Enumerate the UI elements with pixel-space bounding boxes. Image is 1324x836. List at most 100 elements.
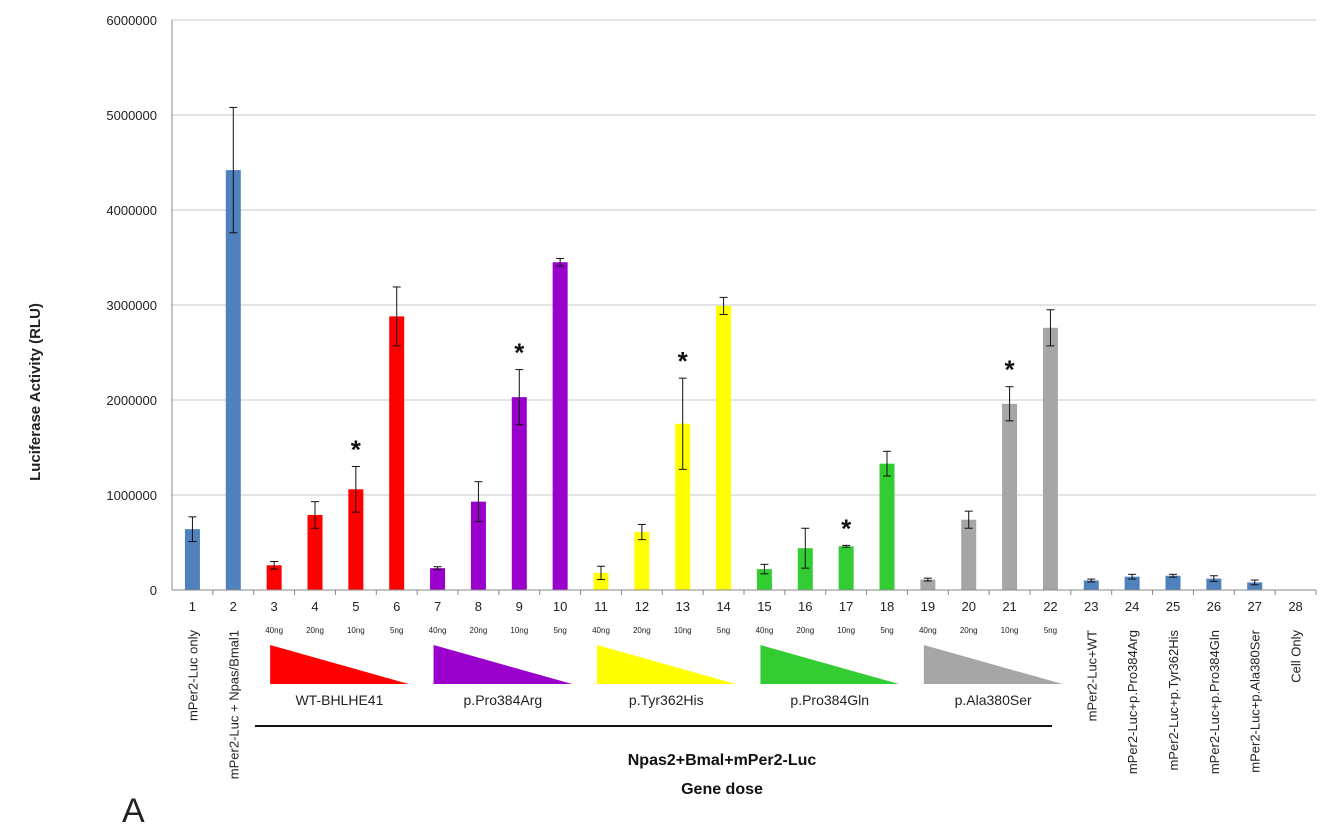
x-tick-label: 23 bbox=[1084, 599, 1098, 614]
bar-27 bbox=[1247, 582, 1263, 590]
y-axis-label: Luciferase Activity (RLU) bbox=[27, 303, 44, 481]
bar-6 bbox=[389, 316, 405, 590]
panel-label: A bbox=[122, 792, 145, 830]
bar-14 bbox=[716, 305, 732, 590]
x-axis-label-line-2: Gene dose bbox=[681, 781, 763, 798]
y-tick-label: 4000000 bbox=[106, 203, 157, 218]
bar-16 bbox=[797, 548, 813, 590]
dose-label: 40ng bbox=[756, 626, 774, 635]
significance-star-5: * bbox=[351, 435, 362, 465]
dose-label: 5ng bbox=[880, 626, 893, 635]
condition-label: Cell Only bbox=[1289, 630, 1304, 683]
dose-wedge bbox=[760, 645, 899, 684]
condition-label: mPer2-Luc+p.Pro384Gln bbox=[1207, 630, 1222, 774]
x-tick-label: 24 bbox=[1125, 599, 1139, 614]
bars bbox=[184, 170, 1263, 590]
dose-wedge bbox=[270, 645, 409, 684]
y-tick-label: 5000000 bbox=[106, 108, 157, 123]
bar-7 bbox=[430, 568, 446, 590]
bar-11 bbox=[593, 572, 609, 590]
bar-10 bbox=[552, 262, 568, 590]
x-axis-label-line-1: Npas2+Bmal+mPer2-Luc bbox=[628, 752, 817, 769]
dose-wedge bbox=[597, 645, 736, 684]
x-tick-label: 12 bbox=[635, 599, 649, 614]
x-tick-label: 18 bbox=[880, 599, 894, 614]
y-tick-label: 2000000 bbox=[106, 393, 157, 408]
group-label: p.Pro384Gln bbox=[790, 692, 869, 708]
x-tick-label: 3 bbox=[271, 599, 278, 614]
x-tick-label: 19 bbox=[921, 599, 935, 614]
x-tick-label: 16 bbox=[798, 599, 812, 614]
bar-5 bbox=[348, 489, 364, 590]
dose-label: 20ng bbox=[796, 626, 814, 635]
x-tick-label: 2 bbox=[230, 599, 237, 614]
condition-label: mPer2-Luc+p.Tyr362His bbox=[1166, 630, 1181, 771]
group-wedges: WT-BHLHE41 p.Pro384Arg p.Tyr362His p.Pro384… bbox=[270, 645, 1063, 708]
x-tick-label: 26 bbox=[1207, 599, 1221, 614]
bar-3 bbox=[266, 565, 282, 590]
bar-2 bbox=[225, 170, 241, 590]
dose-label: 5ng bbox=[553, 626, 566, 635]
bar-13 bbox=[675, 423, 691, 590]
y-axis-ticks: 0 1000000 2000000 3000000 4000000 5000000 6000… bbox=[106, 13, 157, 598]
x-tick-label: 6 bbox=[393, 599, 400, 614]
bar-20 bbox=[961, 519, 977, 590]
condition-label: mPer2-Luc+p.Ala380Ser bbox=[1248, 629, 1263, 772]
x-tick-label: 5 bbox=[352, 599, 359, 614]
x-tick-label: 25 bbox=[1166, 599, 1180, 614]
dose-label: 10ng bbox=[1001, 626, 1019, 635]
bar-8 bbox=[470, 501, 486, 590]
bar-17 bbox=[838, 546, 854, 590]
dose-label: 10ng bbox=[837, 626, 855, 635]
y-tick-label: 1000000 bbox=[106, 488, 157, 503]
condition-label: mPer2-Luc + Npas/Bmal1 bbox=[226, 630, 241, 779]
x-tick-label: 28 bbox=[1288, 599, 1302, 614]
x-tick-label: 20 bbox=[961, 599, 975, 614]
x-tick-label: 17 bbox=[839, 599, 853, 614]
dose-labels: 40ng 20ng 10ng 5ng 40ng 20ng 10ng 5ng 40ng 20ng 10… bbox=[265, 626, 1057, 635]
dose-wedge bbox=[923, 645, 1063, 684]
x-tick-label: 7 bbox=[434, 599, 441, 614]
x-tick-label: 22 bbox=[1043, 599, 1057, 614]
x-tick-label: 13 bbox=[675, 599, 689, 614]
bar-21 bbox=[1002, 403, 1018, 590]
y-tick-label: 0 bbox=[150, 583, 157, 598]
x-tick-label: 15 bbox=[757, 599, 771, 614]
bar-1 bbox=[184, 529, 200, 590]
bar-26 bbox=[1206, 578, 1222, 590]
bar-25 bbox=[1165, 575, 1181, 590]
dose-label: 20ng bbox=[633, 626, 651, 635]
significance-star-21: * bbox=[1005, 355, 1016, 385]
x-tick-label: 10 bbox=[553, 599, 567, 614]
y-tick-label: 3000000 bbox=[106, 298, 157, 313]
axes bbox=[171, 20, 1317, 595]
group-label: p.Ala380Ser bbox=[955, 692, 1032, 708]
dose-label: 20ng bbox=[306, 626, 324, 635]
x-tick-label: 9 bbox=[516, 599, 523, 614]
group-label: p.Tyr362His bbox=[629, 692, 704, 708]
y-tick-label: 6000000 bbox=[106, 13, 157, 28]
group-label: WT-BHLHE41 bbox=[295, 692, 383, 708]
dose-label: 5ng bbox=[1044, 626, 1057, 635]
dose-label: 20ng bbox=[960, 626, 978, 635]
error-bars bbox=[188, 106, 1259, 586]
significance-star-13: * bbox=[678, 346, 689, 376]
x-tick-label: 27 bbox=[1247, 599, 1261, 614]
dose-label: 5ng bbox=[390, 626, 403, 635]
dose-label: 20ng bbox=[470, 626, 488, 635]
dose-label: 40ng bbox=[592, 626, 610, 635]
bar-4 bbox=[307, 514, 323, 590]
bar-19 bbox=[920, 579, 936, 590]
significance-star-17: * bbox=[841, 513, 852, 543]
gridlines bbox=[172, 19, 1316, 496]
significance-star-9: * bbox=[514, 338, 525, 368]
dose-label: 40ng bbox=[429, 626, 447, 635]
dose-label: 40ng bbox=[265, 626, 283, 635]
x-tick-label: 1 bbox=[189, 599, 196, 614]
dose-wedge bbox=[433, 645, 573, 684]
bar-12 bbox=[634, 532, 650, 590]
condition-labels: mPer2-Luc only mPer2-Luc + Npas/Bmal1 mPer… bbox=[185, 629, 1303, 779]
x-tick-label: 14 bbox=[716, 599, 730, 614]
x-tick-label: 21 bbox=[1002, 599, 1016, 614]
dose-label: 40ng bbox=[919, 626, 937, 635]
